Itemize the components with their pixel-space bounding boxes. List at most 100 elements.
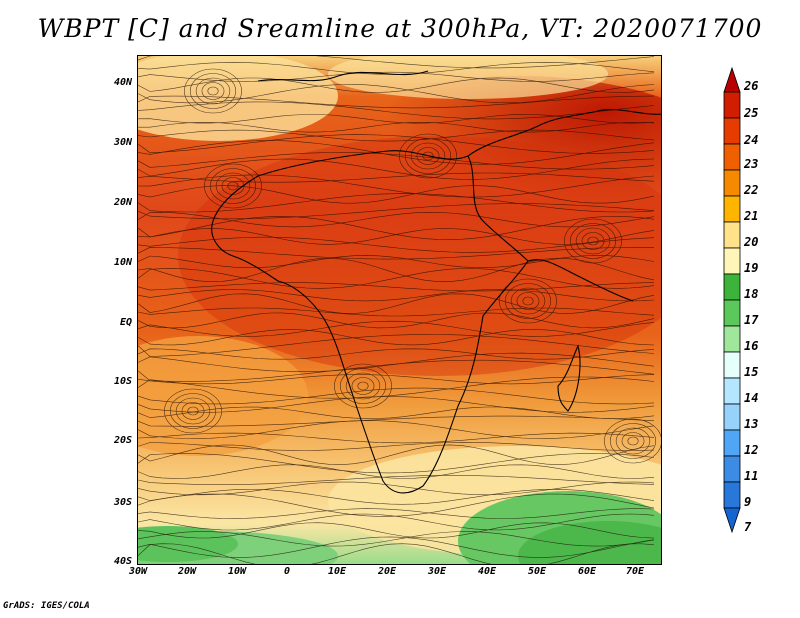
streamline-eddy [195,77,231,105]
colorbar-label: 22 [744,183,759,197]
lon-label-20w: 20W [177,566,197,577]
streamline-eddy [422,151,434,161]
lat-label-20n: 20N [113,197,132,208]
lat-label-30n: 30N [113,137,132,148]
colorbar-swatch [723,299,741,327]
colorbar-label: 11 [744,469,759,483]
streamline [138,334,655,357]
map-panel [137,55,662,565]
lat-label-20s: 20S [113,435,132,446]
footer-credit: GrADS: IGES/COLA [3,601,90,611]
colorbar-label: 19 [744,261,759,275]
colorbar-label: 25 [744,106,759,120]
streamline [138,432,655,444]
streamline [138,406,655,419]
streamline [138,307,655,317]
streamline [138,95,655,109]
streamline-eddy [169,393,217,429]
streamline [138,152,655,170]
lon-label-10e: 10E [327,566,347,577]
streamline [138,415,655,427]
colorbar-swatch [723,221,741,249]
lon-label-0: 0 [283,566,291,577]
streamline-eddy [564,218,622,264]
streamline [138,396,655,413]
streamline [138,543,655,564]
streamline-eddy [357,381,369,391]
streamline [138,536,655,558]
colorbar-swatch [723,169,741,197]
colorbar-swatch [723,481,741,509]
colorbar-swatch [723,273,741,301]
streamline [138,246,655,260]
colorbar-swatch [723,429,741,457]
lon-label-30w: 30W [128,566,148,577]
streamline-eddy [516,292,540,310]
streamline-eddy [164,388,222,434]
lat-label-40s: 40S [113,556,132,567]
streamline [138,464,655,479]
streamline-layer [138,56,661,564]
lon-label-30e: 30E [427,566,447,577]
colorbar-swatch [723,143,741,171]
streamline-eddy [204,163,262,209]
streamline [138,56,655,69]
streamline [138,257,655,283]
streamline-eddy [334,363,392,409]
colorbar-label: 13 [744,417,759,431]
streamline-eddy [207,86,219,96]
lon-label-10w: 10W [227,566,247,577]
streamline [138,101,655,120]
streamline [138,282,655,292]
lat-label-10s: 10S [113,376,132,387]
colorbar-label: 15 [744,365,759,379]
colorbar-top-arrow [723,66,741,93]
colorbar [723,66,741,534]
colorbar-label: 9 [744,495,752,509]
streamline [138,293,655,314]
streamline-eddy [201,82,225,100]
colorbar-swatch [723,247,741,275]
lon-label-70e: 70E [625,566,645,577]
streamline [138,453,655,474]
streamline-eddy [351,377,375,395]
colorbar-swatch [723,455,741,483]
lon-label-40e: 40E [477,566,497,577]
streamline [138,320,655,337]
colorbar-label: 21 [744,209,759,223]
streamline-eddy [504,283,552,319]
streamline-eddy [416,147,440,165]
streamline-eddy [189,73,237,109]
streamline [138,312,655,329]
streamline-eddy [609,423,657,459]
streamline [138,268,655,289]
streamline [138,474,655,486]
colorbar-swatch [723,403,741,431]
streamline [138,359,655,382]
colorbar-label: 14 [744,391,759,405]
streamline [138,114,655,124]
streamline [138,441,655,451]
streamline-eddy [181,402,205,420]
streamline [138,488,655,505]
streamline-eddy [410,142,446,170]
streamline [138,444,655,466]
lon-label-60e: 60E [577,566,597,577]
chart-title: WBPT [C] and Sreamline at 300hPa, VT: 20… [37,14,763,43]
streamline [138,420,655,439]
colorbar-label: 16 [744,339,759,353]
streamline [138,211,655,228]
streamline [138,228,655,245]
streamline-eddy [615,427,651,455]
streamline [138,531,655,547]
colorbar-label: 18 [744,287,759,301]
streamline [138,522,655,539]
streamline [138,376,655,399]
streamline [138,174,655,198]
streamline-eddy [399,133,457,179]
streamline [138,122,655,133]
colorbar-swatch [723,195,741,223]
streamline [138,193,655,213]
streamline [138,77,655,93]
streamline [138,134,655,154]
